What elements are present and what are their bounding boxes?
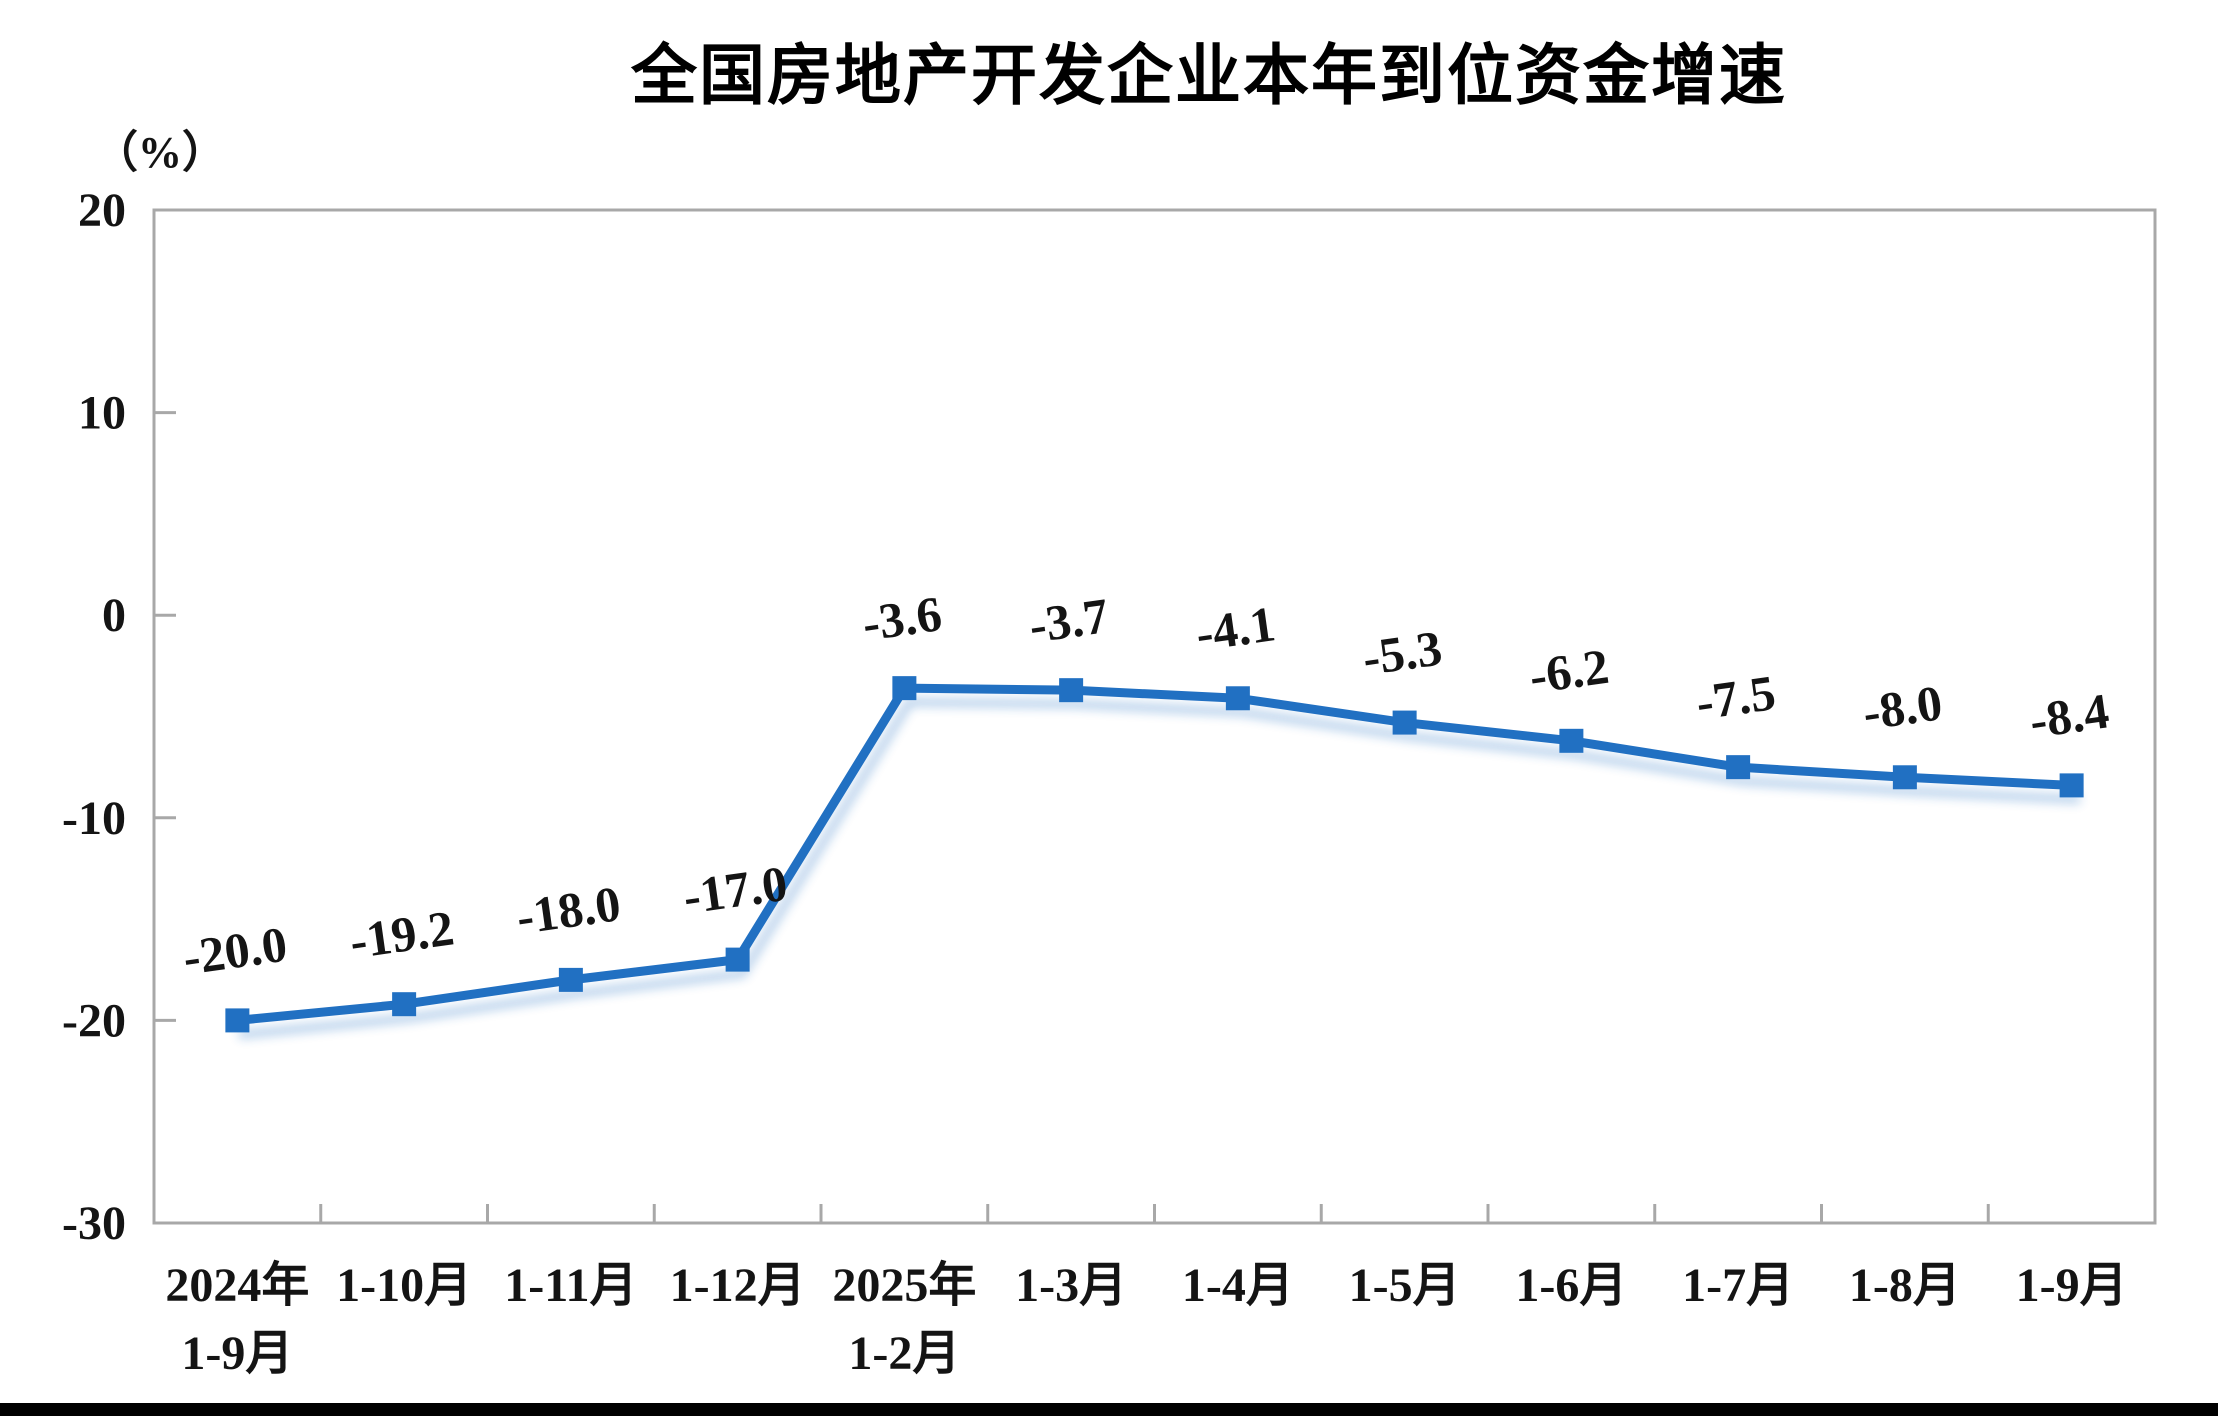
y-axis-unit-label: （%） [94,128,226,177]
x-axis-category-label: 1-8月 [1849,1259,1961,1312]
data-point-label: -6.2 [1526,638,1612,704]
x-axis-category-label: 1-3月 [1015,1259,1127,1312]
data-point-marker [392,992,417,1017]
x-axis-category-label: 2024年 1-9月 [165,1259,309,1380]
y-axis-tick-label: 10 [78,387,126,440]
x-axis-category-label: 1-4月 [1182,1259,1294,1312]
x-axis-category-label: 1-5月 [1349,1259,1461,1312]
data-point-label: -18.0 [513,875,624,945]
chart-title: 全国房地产开发企业本年到位资金增速 [631,38,1787,112]
y-axis-tick-label: 20 [78,184,126,237]
x-axis-category-label: 1-12月 [670,1259,806,1312]
series-line-shadow [237,697,2082,1039]
data-point-label: -3.6 [859,585,945,651]
data-point-marker [1059,678,1084,703]
data-point-marker [725,947,750,972]
x-axis-category-label: 1-11月 [504,1259,637,1312]
data-point-marker [1892,765,1917,790]
y-axis-tick-label: 0 [102,589,126,642]
plot-border [152,208,2157,1225]
data-point-label: -8.4 [2026,682,2112,748]
y-axis-tick-label: -30 [62,1197,126,1250]
data-point-label: -8.0 [1859,674,1945,740]
data-point-label: -19.2 [346,899,457,969]
data-point-marker [1726,755,1751,780]
x-axis-category-label: 2025年 1-2月 [832,1259,976,1380]
x-axis-category-label: 1-10月 [336,1259,472,1312]
data-point-marker [1225,686,1250,711]
x-axis-category-label: 1-6月 [1515,1259,1627,1312]
x-axis-category-label: 1-9月 [2016,1259,2128,1312]
window-edge-bar [0,1403,2218,1416]
data-point-marker [225,1008,250,1033]
y-axis-tick-label: -10 [62,792,126,845]
data-point-label: -3.7 [1026,587,1112,653]
data-point-label: -5.3 [1359,620,1445,686]
data-point-marker [558,967,583,992]
data-point-label: -7.5 [1693,664,1779,730]
data-point-marker [2059,773,2084,798]
data-point-marker [1392,710,1417,735]
x-axis-category-label: 1-7月 [1682,1259,1794,1312]
data-point-label: -4.1 [1192,595,1278,661]
plot-area: 20 10 0 -10 -20 -30 2024年 1-9月 1-10月 1-11月 1-12月 20… [62,184,2157,1380]
data-point-label: -20.0 [180,916,291,986]
data-point-marker [892,676,917,701]
series-line [232,683,2077,1025]
y-axis-tick-label: -20 [62,994,126,1047]
data-point-marker [1559,728,1584,753]
